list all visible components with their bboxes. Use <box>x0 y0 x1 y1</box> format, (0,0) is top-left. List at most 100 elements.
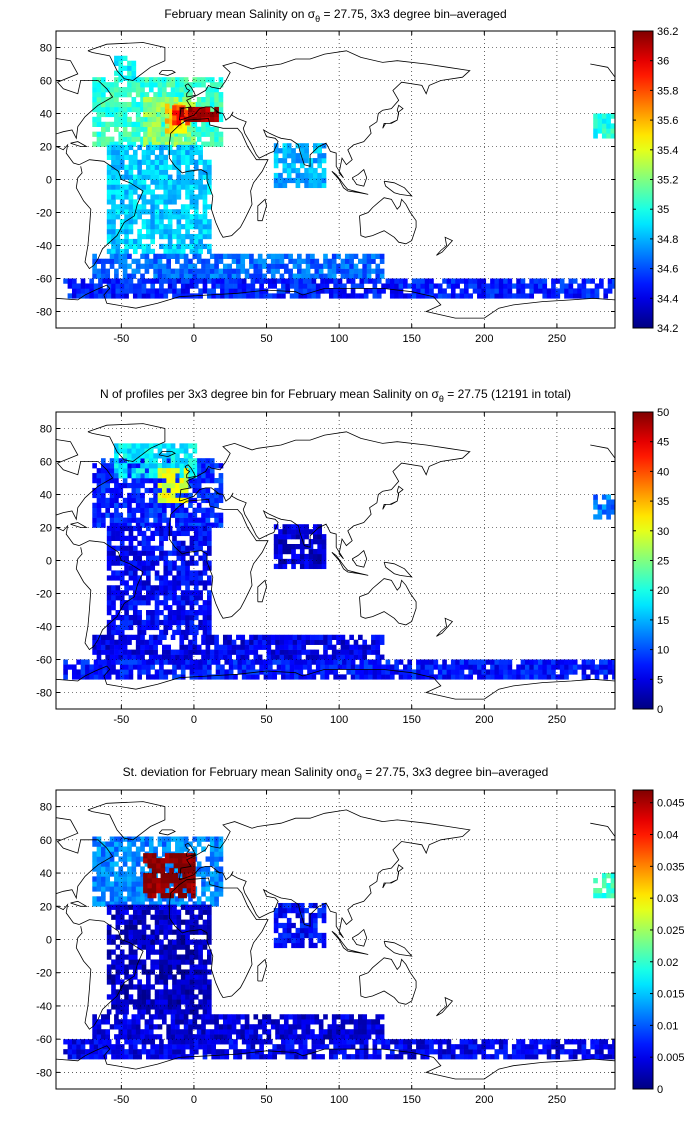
data-cell <box>201 1014 206 1020</box>
data-cell <box>167 614 173 621</box>
data-cell <box>169 108 174 114</box>
data-cell <box>183 453 189 459</box>
data-cell <box>122 75 128 81</box>
data-cell <box>166 448 172 454</box>
data-cell <box>167 919 173 925</box>
data-cell <box>127 517 132 523</box>
data-cell <box>109 502 115 508</box>
data-cell <box>207 904 212 910</box>
data-cell <box>318 1029 324 1035</box>
data-cell <box>98 669 103 675</box>
data-cell <box>301 1014 307 1020</box>
data-cell <box>106 199 112 205</box>
data-cell <box>137 204 142 210</box>
data-cell <box>163 605 169 611</box>
data-cell <box>244 644 250 650</box>
data-cell <box>220 283 225 289</box>
coastline-japan <box>382 485 404 510</box>
data-cell <box>111 959 116 965</box>
data-cell <box>131 1029 137 1035</box>
data-cell <box>71 669 77 675</box>
colorbar-tick-label: 15 <box>657 615 669 627</box>
data-cell <box>222 1034 228 1040</box>
data-cell <box>114 886 119 892</box>
data-cell <box>193 144 199 151</box>
data-cell <box>185 204 190 210</box>
data-cell <box>180 575 186 581</box>
data-cell <box>128 929 134 935</box>
data-cell <box>141 154 147 160</box>
colorbar-tick-label: 30 <box>657 526 669 538</box>
data-cell <box>167 525 173 532</box>
data-cell <box>601 128 607 134</box>
data-cell <box>128 1049 134 1055</box>
data-cell <box>312 922 318 929</box>
data-cell <box>163 999 169 1005</box>
data-cell <box>176 233 182 240</box>
data-cell <box>115 674 121 680</box>
data-cell <box>273 158 279 164</box>
data-cell <box>176 248 182 255</box>
data-cell <box>398 278 404 284</box>
data-cell <box>180 144 186 151</box>
data-cell <box>154 144 160 151</box>
data-cell <box>137 144 142 151</box>
data-cell <box>122 1014 128 1020</box>
data-cell <box>288 654 293 660</box>
data-cell <box>529 288 534 294</box>
data-cell <box>198 575 203 581</box>
data-cell <box>266 1029 272 1035</box>
data-cell <box>128 614 134 621</box>
data-cell <box>106 219 112 225</box>
data-cell <box>533 283 539 289</box>
data-cell <box>183 482 189 489</box>
data-cell <box>529 659 534 665</box>
data-cell <box>150 144 156 151</box>
data-cell <box>154 199 160 205</box>
data-cell <box>114 478 119 484</box>
data-cell <box>147 136 153 142</box>
data-cell <box>153 1014 158 1020</box>
data-cell <box>109 97 115 103</box>
data-cell <box>196 1024 202 1030</box>
data-cell <box>205 654 211 660</box>
data-cell <box>209 1029 215 1035</box>
data-cell <box>111 214 116 220</box>
data-cell <box>122 1034 128 1040</box>
data-cell <box>446 674 452 680</box>
chart-panel-1: February mean Salinity on σθ = 27.75, 3x… <box>36 7 678 345</box>
data-cell <box>118 517 124 523</box>
data-cell <box>164 858 170 864</box>
data-cell <box>317 558 323 565</box>
data-cell <box>135 846 141 852</box>
data-cell <box>147 101 153 108</box>
data-cell <box>585 288 591 294</box>
data-cell <box>154 229 160 235</box>
data-cell <box>350 283 356 289</box>
data-cell <box>266 1034 272 1040</box>
data-cell <box>183 512 189 518</box>
data-cell <box>503 283 508 289</box>
data-cell <box>472 659 478 665</box>
data-cell <box>288 644 293 650</box>
data-cell <box>76 283 81 289</box>
data-cell <box>291 902 296 909</box>
data-cell <box>289 283 295 289</box>
data-cell <box>172 293 177 299</box>
data-cell <box>167 174 173 180</box>
data-cell <box>106 659 112 665</box>
data-cell <box>389 278 395 284</box>
data-cell <box>122 268 128 274</box>
data-cell <box>118 1019 124 1025</box>
data-cell <box>189 545 195 551</box>
data-cell <box>105 273 111 279</box>
data-cell <box>111 974 116 980</box>
data-cell <box>340 263 346 269</box>
data-cell <box>328 659 334 665</box>
data-cell <box>185 283 190 289</box>
data-cell <box>137 929 142 935</box>
data-cell <box>182 101 187 108</box>
data-cell <box>312 529 318 535</box>
data-cell <box>321 544 327 550</box>
data-cell <box>111 904 116 910</box>
